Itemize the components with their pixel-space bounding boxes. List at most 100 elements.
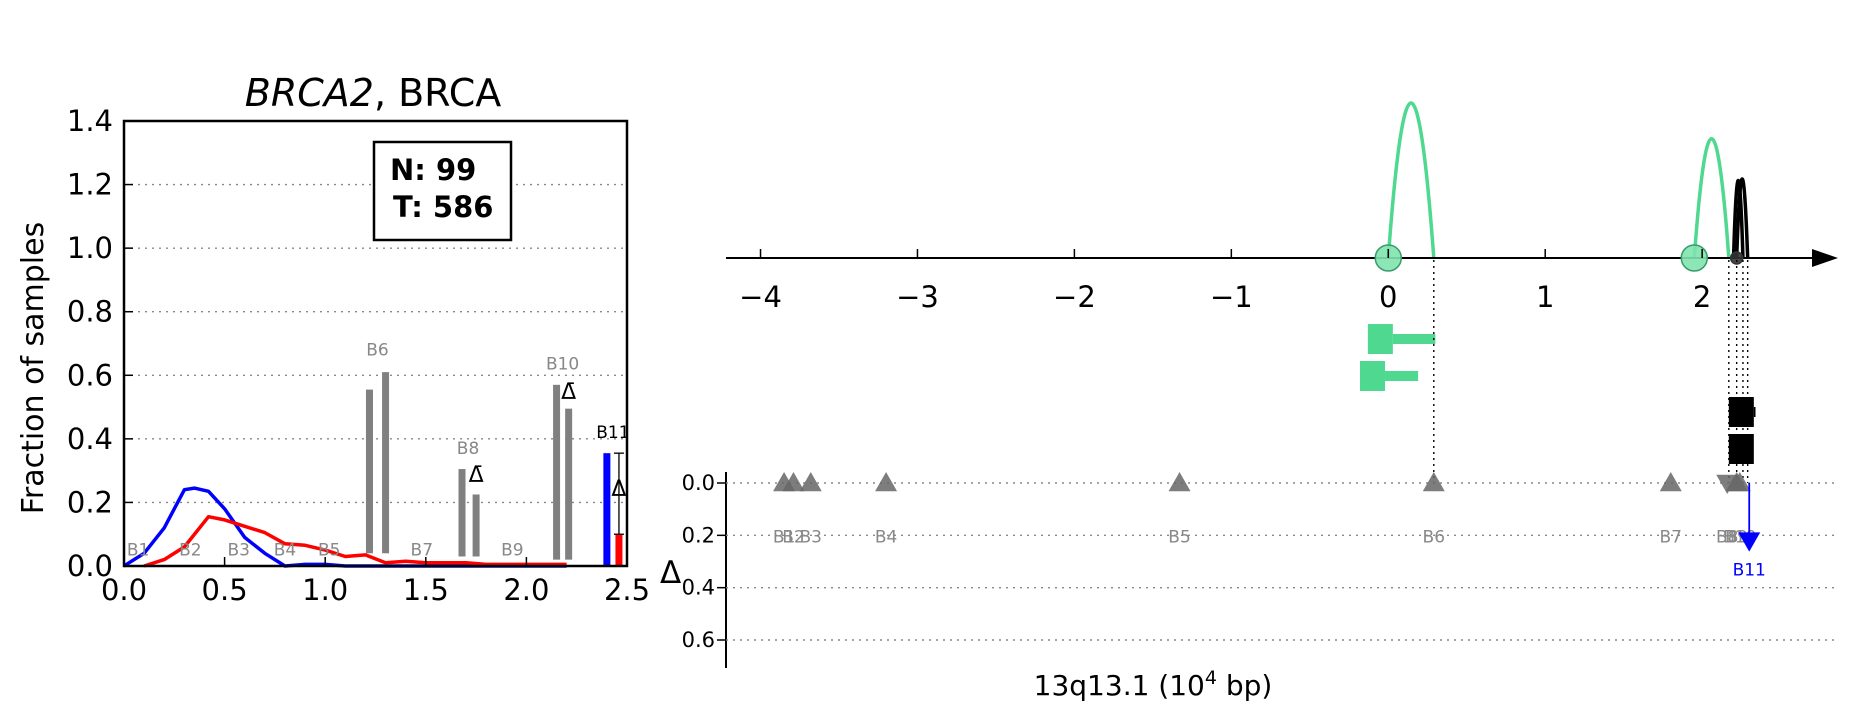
guide-lines [1433, 260, 1749, 483]
splice-arc [1692, 137, 1731, 259]
exon-block [1360, 361, 1386, 391]
genome-x-label-sup: 4 [1205, 667, 1217, 689]
delta-tick-label: 0.6 [682, 628, 715, 652]
splice-arc [1731, 179, 1745, 259]
count-box: N: 99 T: 586 [372, 140, 513, 242]
bin-label: B11 [596, 423, 629, 443]
bin-label: B7 [411, 541, 433, 561]
bin-label: B1 [127, 541, 149, 561]
breakpoint-triangle [1168, 472, 1191, 492]
exon-tail [1392, 334, 1436, 344]
splice-arcs [1386, 101, 1750, 259]
left-x-tick-label: 1.5 [403, 573, 449, 607]
data-bar [472, 494, 480, 557]
exon-block [1728, 397, 1754, 427]
breakpoint-label: B4 [875, 527, 897, 547]
exon-tail [1385, 371, 1419, 381]
genome-x-label-main: 13q13.1 (10 [1034, 669, 1205, 702]
arc-anchor [1729, 251, 1744, 265]
breakpoint-triangle [1422, 472, 1445, 492]
left-delta-markers: Δ̄ Δ̄ Δ [469, 380, 627, 502]
left-y-tick-label: 1.4 [67, 104, 113, 138]
genome-tick-label: −3 [896, 280, 939, 314]
splice-arc [1734, 177, 1750, 259]
breakpoint-triangle [1728, 472, 1751, 492]
tumor-count: T: 586 [393, 190, 493, 224]
left-bars [365, 372, 624, 566]
left-y-tick-label: 0.0 [67, 549, 113, 583]
left-y-tick-label: 1.2 [67, 168, 113, 202]
genome-tick-label: 0 [1379, 280, 1397, 314]
breakpoint-label: B11 [1733, 561, 1766, 581]
left-y-tick-label: 0.2 [67, 485, 113, 519]
left-x-tick-label: 1.0 [302, 573, 348, 607]
left-y-tick-label: 0.6 [67, 358, 113, 392]
breakpoint-triangle [799, 472, 822, 492]
exon-block [1728, 434, 1754, 464]
chart-title: BRCA2, BRCA [245, 71, 501, 115]
genome-tick-label: −2 [1053, 280, 1096, 314]
chart-title-gene: BRCA2 [245, 71, 374, 115]
exon-block [1367, 324, 1393, 354]
y-axis-label: Fraction of samples [16, 222, 51, 514]
data-bar [615, 534, 623, 566]
left-y-tick-label: 1.0 [67, 231, 113, 265]
delta-marker: Δ̄ [561, 380, 576, 405]
bin-label: B3 [227, 541, 249, 561]
data-bar [458, 469, 466, 557]
exon-tail [1753, 407, 1756, 417]
breakpoint-label: B7 [1660, 527, 1682, 547]
breakpoint-triangle [1659, 472, 1682, 492]
data-bar [382, 372, 390, 554]
breakpoint-label: B8 [1716, 527, 1738, 547]
genome-tick-label: −4 [739, 280, 782, 314]
data-bar [553, 384, 561, 560]
delta-tick-label: 0.0 [682, 471, 715, 495]
axis-arrow-icon [1812, 249, 1838, 267]
bin-label: B4 [274, 541, 296, 561]
arc-anchor [1680, 244, 1709, 272]
left-y-tick-label: 0.4 [67, 422, 113, 456]
breakpoint-label: B2 [782, 527, 804, 547]
left-x-tick-label: 0.5 [202, 573, 248, 607]
genome-tick-label: −1 [1210, 280, 1253, 314]
breakpoint-label: B1 [773, 527, 795, 547]
breakpoint-triangle [875, 472, 898, 492]
left-x-tick-label: 0.0 [101, 573, 147, 607]
left-y-ticks: 0.0 0.2 0.4 0.6 0.8 1.0 1.2 1.4 [67, 104, 133, 583]
bin-label: B6 [366, 340, 388, 360]
breakpoint-label: B6 [1423, 527, 1445, 547]
genome-tick-label: 1 [1536, 280, 1554, 314]
left-bin-labels: B1 B2 B3 B4 B5 B6 B7 B8 B9 B10 B11 [127, 340, 630, 560]
delta-axis-label: Δ [660, 555, 681, 591]
exon-blocks [1360, 324, 1756, 464]
bin-label: B2 [179, 541, 201, 561]
delta-tick-label: 0.2 [682, 523, 715, 547]
delta-grid: 0.0 0.2 0.4 0.6 [682, 471, 1835, 652]
breakpoint-triangle [1738, 532, 1761, 552]
left-x-ticks: 0.0 0.5 1.0 1.5 2.0 2.5 [101, 557, 650, 607]
normal-count: N: 99 [390, 153, 476, 187]
genome-x-label: 13q13.1 (104 bp) [1034, 667, 1273, 702]
left-y-tick-label: 0.8 [67, 295, 113, 329]
delta-tick-label: 0.4 [682, 576, 715, 600]
bin-label: B8 [457, 439, 479, 459]
delta-marker: Δ̄ [469, 463, 484, 488]
delta-marker: Δ [611, 477, 626, 502]
tumor-series-line [143, 514, 567, 568]
genome-x-label-end: bp) [1217, 669, 1272, 702]
breakpoint-triangle [782, 472, 805, 492]
breakpoint-label: B3 [800, 527, 822, 547]
data-bar [603, 453, 611, 566]
bin-label: B10 [546, 355, 579, 375]
left-plot-frame [122, 119, 629, 568]
genome-x-ticks: −4 −3 −2 −1 0 1 2 [739, 249, 1711, 314]
bin-label: B9 [501, 541, 523, 561]
fraction-chart: BRCA2, BRCA Fraction of samples B1 B2 B3 B4… [16, 71, 650, 607]
left-x-tick-label: 2.0 [503, 573, 549, 607]
splice-arc [1386, 101, 1436, 259]
chart-title-rest: , BRCA [374, 71, 501, 115]
